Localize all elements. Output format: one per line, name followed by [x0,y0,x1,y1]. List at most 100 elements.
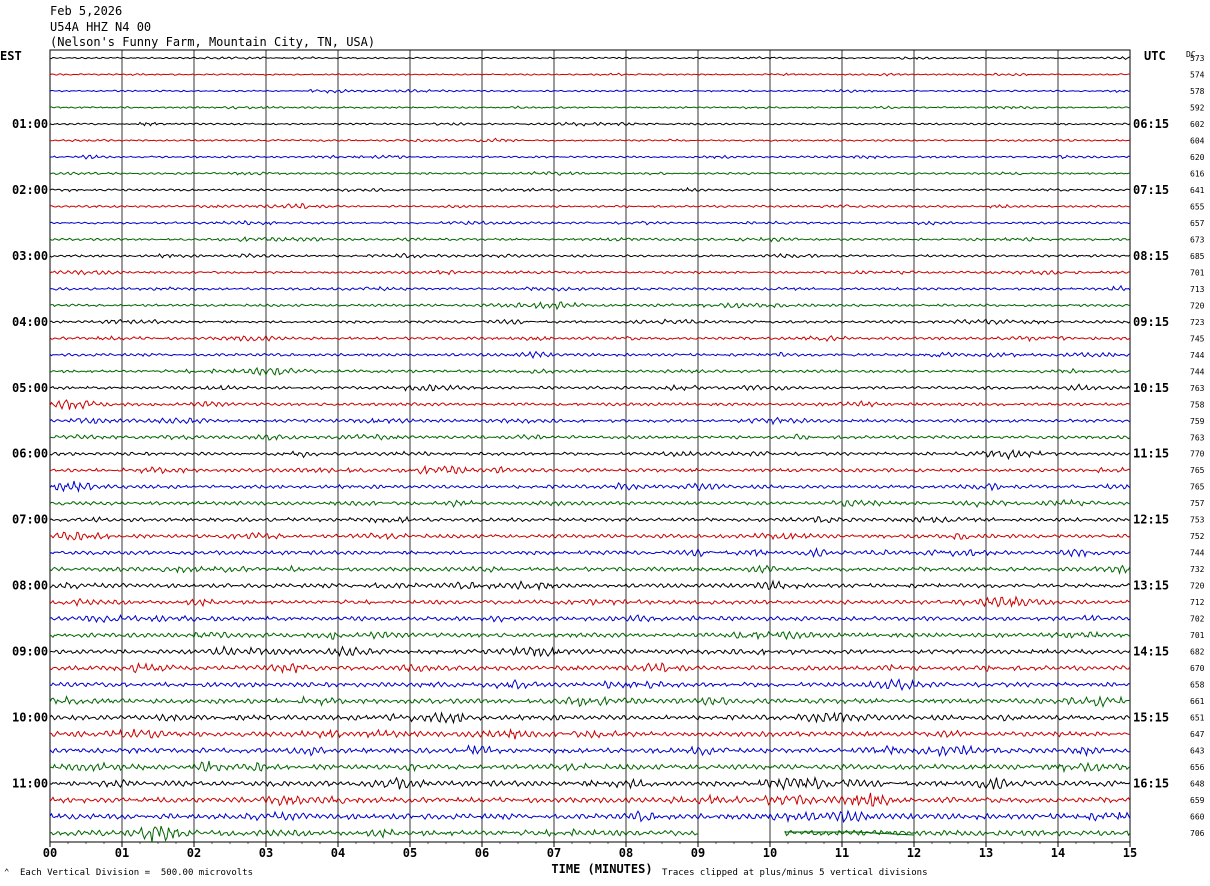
seismic-trace [49,498,1131,508]
seismic-trace [49,645,1131,658]
seismic-trace [49,252,1131,259]
seismic-trace [49,399,1131,411]
utc-hour-label: 12:15 [1133,513,1169,527]
seismic-trace [49,137,1131,143]
est-hour-label: 08:00 [12,579,48,593]
seismic-traces [49,56,1131,843]
est-hour-label: 09:00 [12,645,48,659]
dc-offset-label: 758 [1190,400,1205,409]
scale-note: Each Vertical Division = 500.00 microvol… [20,868,253,878]
dc-offset-label: 660 [1190,813,1205,822]
dc-offset-label: 648 [1190,780,1205,789]
seismic-trace [49,350,1131,359]
dc-offset-label: 713 [1190,285,1205,294]
dc-offset-label: 765 [1190,483,1205,492]
seismic-trace [49,121,1131,127]
seismic-trace [49,186,1131,193]
seismic-trace [49,334,1131,343]
dc-offset-label: 661 [1190,697,1205,706]
dc-offset-label: 701 [1190,268,1205,277]
seismic-trace [49,546,1131,558]
dc-offset-label: 720 [1190,301,1205,310]
x-tick-label: 14 [1051,846,1065,860]
dc-offset-label: 757 [1190,499,1205,508]
corner-mark: ⌃ [4,868,10,878]
dc-offset-label: 732 [1190,565,1205,574]
dc-offset-label: 763 [1190,384,1205,393]
seismic-trace [49,515,1131,524]
x-tick-label: 04 [331,846,345,860]
dc-offset-label: 673 [1190,235,1205,244]
dc-offset-label: 659 [1190,796,1205,805]
seismic-trace [49,72,1131,77]
utc-hour-label: 11:15 [1133,447,1169,461]
right-axis-label: UTC [1144,49,1166,63]
dc-offset-label: 753 [1190,516,1205,525]
seismic-trace [49,318,1131,325]
dc-offset-label: 655 [1190,202,1205,211]
seismic-trace [49,744,1131,758]
dc-offset-label: 706 [1190,829,1205,838]
x-tick-label: 09 [691,846,705,860]
seismic-trace [49,760,1131,774]
seismic-trace [49,480,1131,494]
x-axis-title: TIME (MINUTES) [551,862,652,876]
est-hour-label: 05:00 [12,381,48,395]
est-hour-label: 01:00 [12,117,48,131]
dc-offset-label: 770 [1190,450,1205,459]
seismic-trace [49,56,1131,61]
dc-label: DC [1186,50,1196,59]
dc-offset-label: 658 [1190,681,1205,690]
time-grid [49,49,1131,847]
seismic-trace [49,809,1131,824]
x-tick-label: 01 [115,846,129,860]
clip-note: Traces clipped at plus/minus 5 vertical … [662,868,928,878]
est-hour-label: 02:00 [12,183,48,197]
x-tick-label: 13 [979,846,993,860]
dc-offset-label: 744 [1190,549,1205,558]
dc-offset-label: 573 [1190,54,1205,63]
dc-offset-label: 574 [1190,70,1205,79]
seismic-trace [49,630,1131,641]
x-tick-label: 00 [43,846,57,860]
seismic-trace [49,695,1131,708]
x-tick-label: 07 [547,846,561,860]
x-tick-label: 02 [187,846,201,860]
dc-offset-label: 744 [1190,367,1205,376]
seismic-trace [49,154,1131,160]
dc-offset-label: 701 [1190,631,1205,640]
seismic-trace [49,825,1131,843]
dc-offset-label: 744 [1190,351,1205,360]
dc-offset-label: 763 [1190,433,1205,442]
dc-offset-label: 620 [1190,153,1205,162]
est-hour-label: 10:00 [12,711,48,725]
seismic-trace [49,383,1131,392]
x-tick-label: 10 [763,846,777,860]
seismic-trace [49,792,1131,807]
seismic-trace [49,711,1131,725]
left-axis-label: EST [0,49,22,63]
seismic-trace [49,301,1131,311]
seismic-trace [49,269,1131,276]
location-label: (Nelson's Funny Farm, Mountain City, TN,… [50,35,376,49]
axis-labels: 00 01 02 03 04 05 06 07 08 09 10 11 12 13 14 15 EST UTC DC… [0,49,1205,876]
dc-offset-label: 765 [1190,466,1205,475]
utc-hour-label: 09:15 [1133,315,1169,329]
est-hour-label: 06:00 [12,447,48,461]
dc-offset-label: 759 [1190,417,1205,426]
seismic-trace [49,727,1131,740]
seismic-trace [49,531,1131,541]
dc-offset-label: 578 [1190,87,1205,96]
dc-offset-label: 643 [1190,747,1205,756]
est-hour-label: 07:00 [12,513,48,527]
dc-offset-label: 641 [1190,186,1205,195]
seismic-trace [49,595,1131,609]
x-tick-label: 06 [475,846,489,860]
x-tick-label: 15 [1123,846,1137,860]
x-tick-label: 08 [619,846,633,860]
dc-offset-label: 670 [1190,664,1205,673]
utc-hour-label: 10:15 [1133,381,1169,395]
x-tick-label: 05 [403,846,417,860]
seismic-trace [49,219,1131,226]
